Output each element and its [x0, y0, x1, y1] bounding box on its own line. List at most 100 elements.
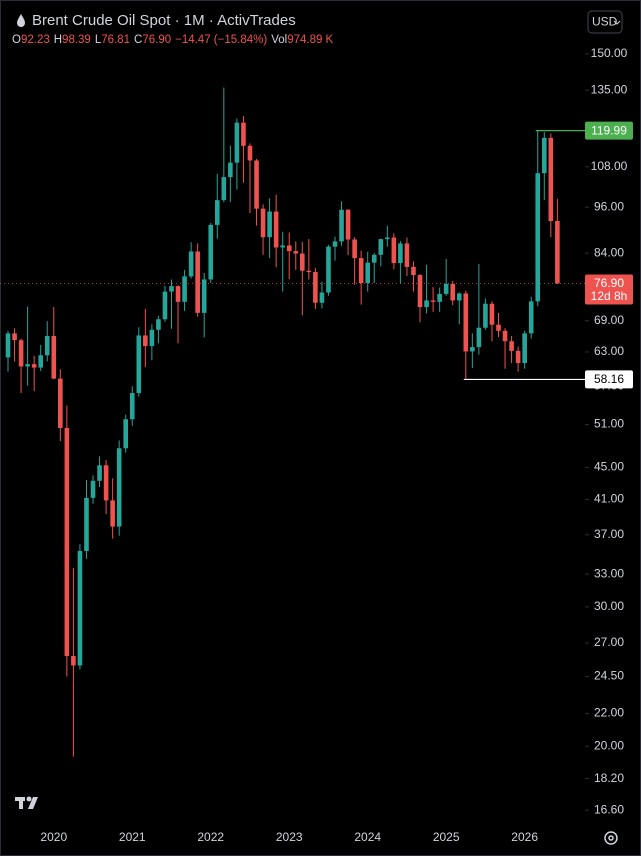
candle-body: [260, 208, 266, 238]
candle-body: [417, 275, 423, 308]
candle-body: [241, 122, 246, 146]
candle-body: [424, 300, 429, 308]
candle-body: [345, 209, 351, 240]
tv-logo: [15, 796, 38, 809]
candle-body: [38, 355, 43, 368]
volume: 974.89 K: [287, 34, 334, 46]
candle-body: [247, 145, 253, 161]
candle-body: [293, 251, 299, 254]
candle-body: [456, 293, 462, 301]
x-tick-label: 2021: [119, 830, 146, 844]
y-tick-label: 37.00: [594, 527, 624, 541]
candle-body: [156, 319, 161, 330]
y-tick-label: 16.60: [594, 802, 624, 816]
candle-body: [273, 211, 279, 248]
candle-body: [110, 500, 115, 527]
candle-body: [528, 301, 534, 334]
candle-body: [162, 291, 168, 320]
settings-gear[interactable]: [604, 831, 618, 845]
x-tick-label: 2020: [40, 830, 67, 844]
candle-body: [71, 656, 76, 666]
candle-body: [555, 221, 560, 284]
ohlc-value: 76.90: [142, 34, 172, 46]
candle-body: [182, 276, 187, 302]
candle-body: [476, 327, 482, 348]
ohlc-value: 76.81: [101, 34, 131, 46]
candle-body: [509, 341, 514, 351]
candle-body: [267, 211, 272, 238]
candle-body: [51, 335, 57, 379]
candle-body: [175, 286, 181, 302]
candle-body: [404, 243, 410, 267]
currency[interactable]: USD: [592, 15, 618, 29]
ohlc-value: 92.23: [20, 34, 50, 46]
y-tick-label: 22.00: [594, 706, 624, 720]
candle-body: [548, 137, 554, 222]
candle-body: [77, 550, 83, 666]
candle-body: [535, 173, 541, 302]
candle-body: [339, 209, 344, 242]
candle-body: [286, 245, 292, 252]
y-tick-label: 33.00: [594, 566, 624, 580]
currency-button[interactable]: [587, 10, 623, 34]
candle-body: [470, 347, 475, 352]
x-tick-label: 2024: [354, 830, 381, 844]
candle-body: [391, 237, 397, 264]
candle-body: [136, 335, 142, 394]
y-tick-label: 96.00: [594, 199, 624, 213]
candle-body: [254, 160, 259, 209]
candle-body: [378, 239, 384, 255]
candle-body: [483, 303, 488, 328]
candle-body: [234, 122, 240, 163]
candle-body: [489, 303, 495, 325]
candle-body: [228, 162, 233, 178]
x-tick-label: 2026: [511, 830, 538, 844]
candle-body: [90, 480, 96, 498]
y-tick-label: 20.00: [594, 738, 624, 752]
candle-body: [44, 335, 50, 356]
candle-body: [496, 324, 501, 331]
ohlc-key: L: [94, 34, 102, 46]
candle-body: [365, 262, 370, 284]
last-price-tag: [585, 274, 633, 305]
candle-body: [64, 427, 70, 657]
candle-body: [326, 246, 331, 293]
candle-body: [437, 293, 442, 302]
symbol-title: Brent Crude Oil Spot · 1M · ActivTrades: [32, 12, 296, 29]
candle-body: [103, 465, 109, 501]
y-tick-label: 150.00: [591, 46, 628, 60]
candle-body: [214, 200, 220, 225]
candle-body: [201, 279, 207, 313]
candle-body: [18, 340, 24, 367]
candle-body: [306, 270, 312, 273]
x-tick-label: 2022: [197, 830, 224, 844]
ohlc-key: H: [53, 34, 63, 46]
candle-body: [116, 448, 122, 527]
candle-body: [522, 333, 527, 364]
candle-body: [463, 293, 469, 352]
candle-body: [450, 283, 456, 301]
candle-body: [300, 253, 305, 271]
last-price-label: 76.90: [594, 276, 624, 290]
ohlc-value: 98.39: [62, 34, 91, 46]
candle-body: [221, 177, 227, 201]
candle-body: [411, 266, 416, 276]
currency-caret[interactable]: [613, 20, 621, 25]
candle-body: [502, 330, 508, 342]
candle-body: [12, 333, 17, 341]
y-tick-label: 84.00: [594, 245, 624, 259]
candle-body: [188, 251, 194, 277]
ohlc-legend: O92.23 H98.39 L76.81 C76.90 −14.47 (−15.84%)…: [12, 34, 337, 46]
candle-body: [515, 350, 521, 364]
price-tag: [585, 370, 633, 389]
candle-body: [319, 292, 325, 303]
candle-body: [280, 245, 285, 248]
x-tick-label: 2025: [433, 830, 460, 844]
candle-body: [398, 243, 403, 264]
y-tick-label: 51.00: [594, 417, 624, 431]
candle-body: [332, 241, 338, 247]
y-tick-label: 69.00: [594, 313, 624, 327]
candle-body: [129, 393, 135, 420]
